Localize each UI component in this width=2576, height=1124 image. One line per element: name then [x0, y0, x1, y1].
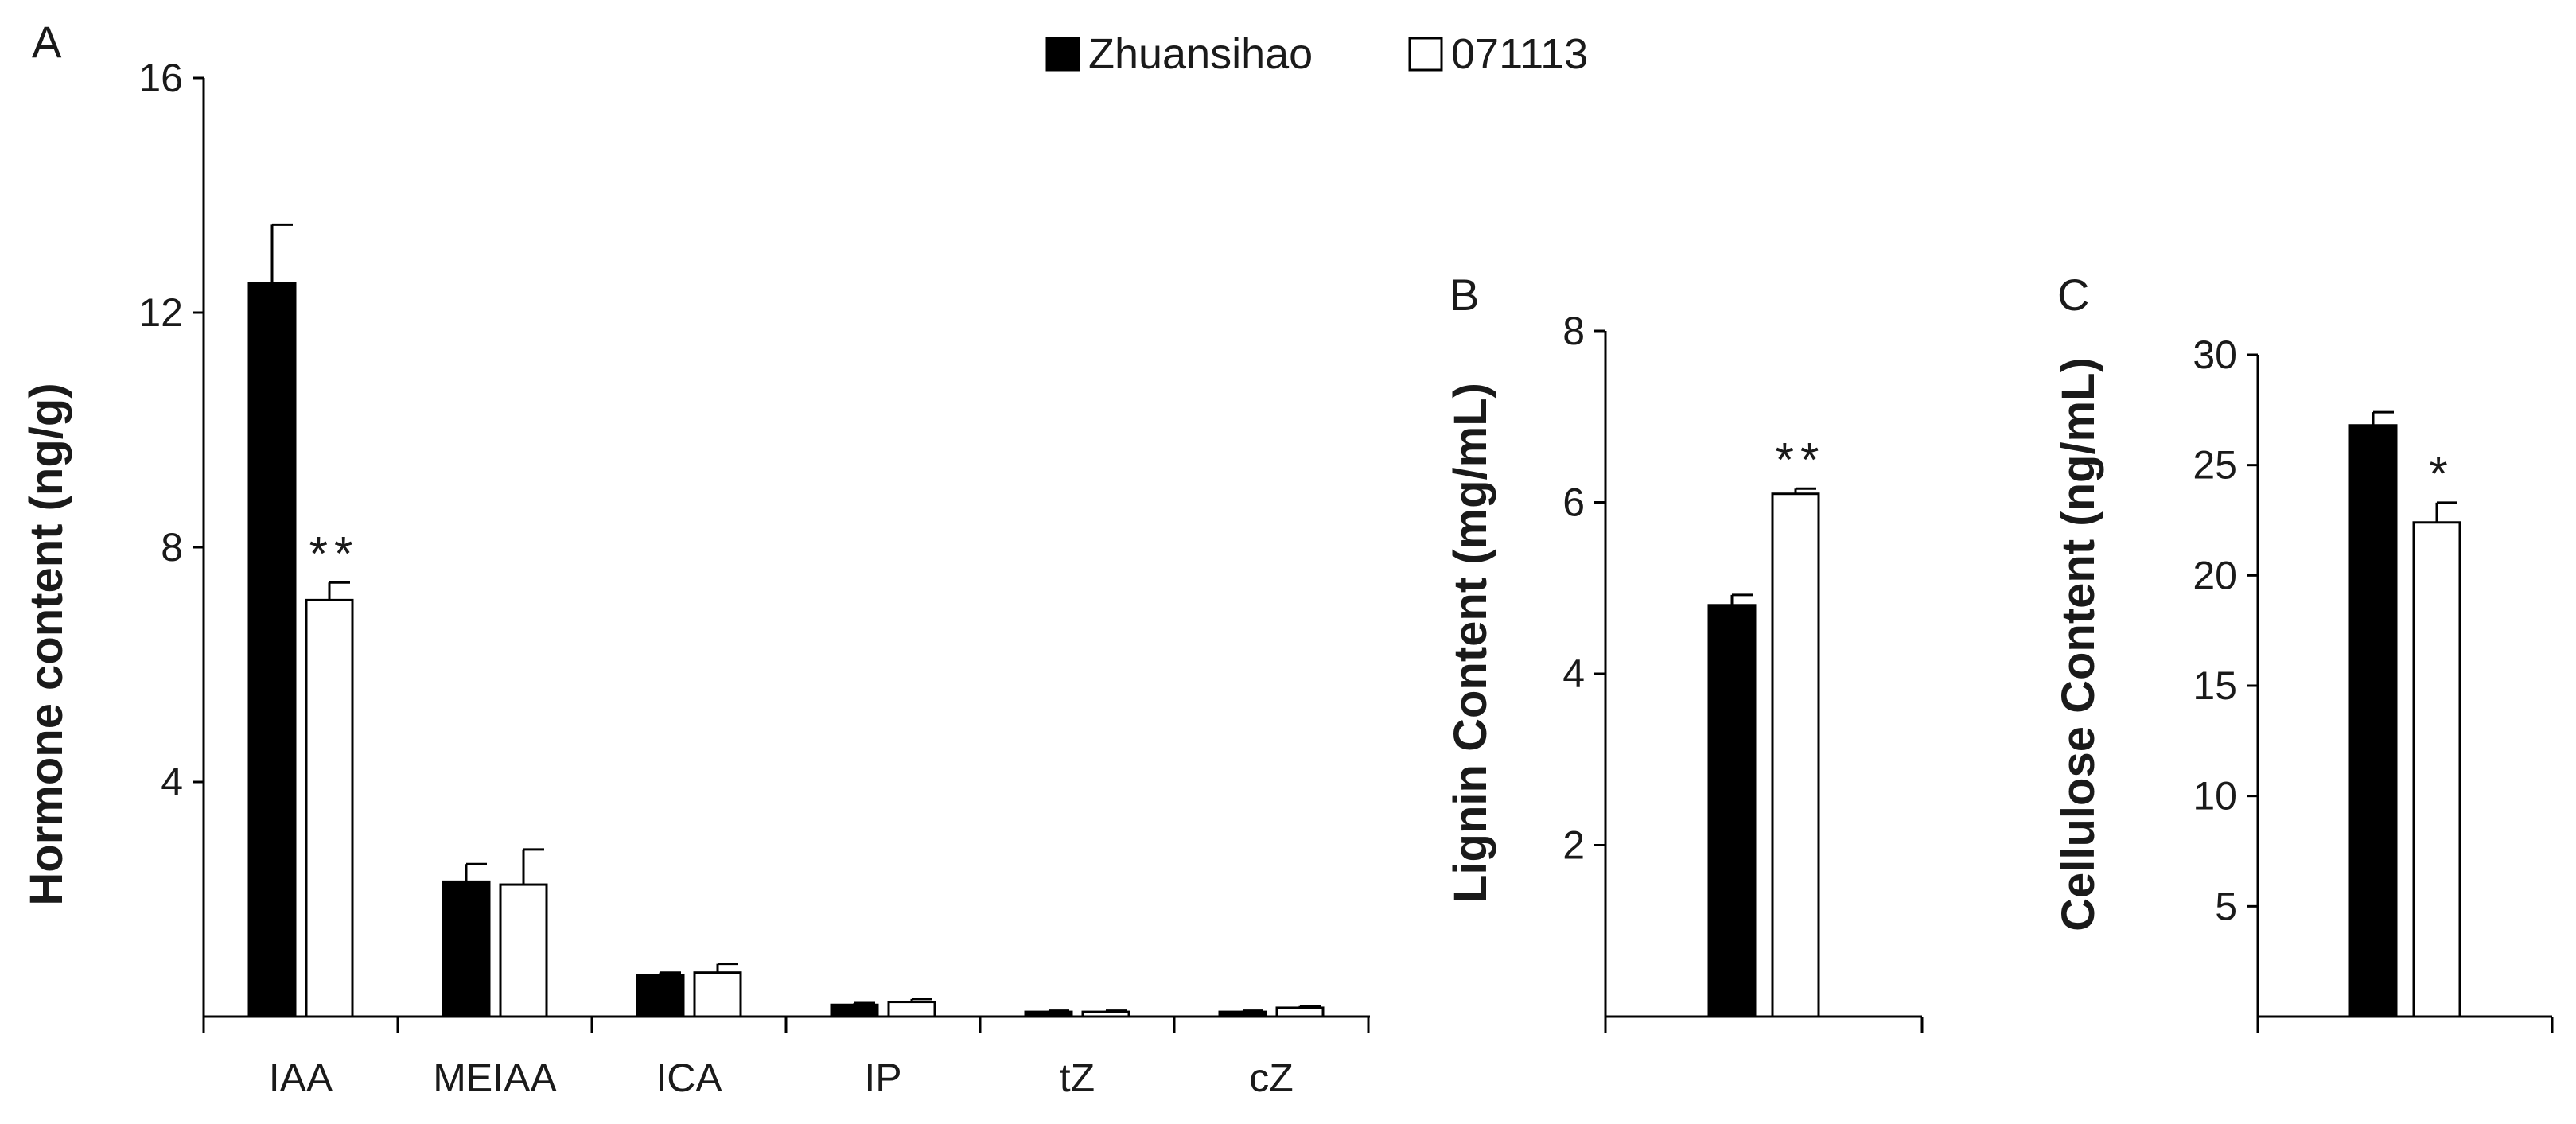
bar-series1 [636, 974, 685, 1018]
legend: Zhuansihao 071113 [1045, 30, 1588, 78]
panel-b: B Lignin Content (mg/mL) 2 4 6 8 ** [1445, 270, 1924, 1033]
x-tick-label: IP [864, 1056, 901, 1100]
panel-letter-c: C [2057, 270, 2089, 320]
bar-series2 [1771, 492, 1820, 1018]
bar-series2 [2412, 521, 2461, 1018]
panel-c: C Cellulose Content (ng/mL) 51015202530 … [2053, 270, 2554, 1033]
y-tick-label: 6 [1562, 480, 1585, 525]
bar-series1 [830, 1003, 879, 1018]
axes-a: 4 8 12 16 IAA MEIAA ICA IP tZ cZ [138, 56, 1370, 1100]
legend-swatch-series2 [1408, 37, 1443, 72]
bar-series2 [693, 971, 742, 1018]
x-tick-label: IAA [269, 1056, 333, 1100]
legend-label-series2: 071113 [1451, 30, 1588, 78]
x-tick-label: ICA [656, 1056, 722, 1100]
y-axis-title-c: Cellulose Content (ng/mL) [2053, 357, 2104, 931]
y-tick-label: 12 [138, 290, 183, 335]
bar-series2 [1275, 1006, 1325, 1018]
axes-b: 2 4 6 8 [1562, 309, 1924, 1033]
bar-series1 [1024, 1010, 1073, 1018]
bars-c: * [2348, 410, 2461, 1018]
bars-b: ** [1707, 433, 1826, 1018]
y-tick-label: 4 [161, 760, 183, 804]
bar-series2 [1081, 1010, 1130, 1018]
bar-series2 [305, 598, 354, 1018]
axes-c: 5 10 15 20 25 30 [2193, 333, 2554, 1033]
legend-swatch-series1 [1045, 37, 1080, 72]
bars-a: ** [247, 223, 1325, 1018]
bar-series1 [247, 282, 297, 1018]
x-tick-label: tZ [1060, 1056, 1095, 1100]
x-tick-label: cZ [1249, 1056, 1294, 1100]
bar-series1 [1707, 604, 1757, 1018]
y-tick-label: 8 [161, 525, 183, 570]
y-tick-label: 16 [138, 56, 183, 100]
y-tick-label: 4 [1562, 651, 1585, 696]
bar-series2 [887, 1001, 936, 1018]
y-tick-label: 20 [2193, 553, 2237, 597]
significance-label: ** [309, 527, 360, 580]
bar-series1 [2348, 424, 2398, 1018]
x-tick-label: MEIAA [433, 1056, 557, 1100]
y-axis-title-a: Hormone content (ng/g) [21, 383, 72, 905]
bar-series1 [442, 880, 491, 1018]
significance-label: * [2429, 447, 2453, 500]
panel-letter-b: B [1449, 270, 1479, 320]
y-tick-label: 15 [2193, 663, 2237, 708]
y-tick-label: 2 [1562, 823, 1585, 868]
legend-label-series1: Zhuansihao [1088, 30, 1313, 78]
y-tick-label: 10 [2193, 774, 2237, 819]
panel-a: A Hormone content (ng/g) 4 8 12 16 IAA MEIAA I… [21, 17, 1370, 1100]
y-tick-label: 30 [2193, 333, 2237, 377]
bar-series2 [499, 883, 548, 1018]
panel-letter-a: A [32, 17, 62, 67]
y-tick-label: 5 [2215, 884, 2237, 928]
significance-label: ** [1776, 433, 1826, 486]
bar-series1 [1218, 1010, 1267, 1018]
y-axis-title-b: Lignin Content (mg/mL) [1445, 383, 1496, 903]
y-tick-label: 8 [1562, 309, 1585, 353]
y-tick-label: 25 [2193, 443, 2237, 488]
